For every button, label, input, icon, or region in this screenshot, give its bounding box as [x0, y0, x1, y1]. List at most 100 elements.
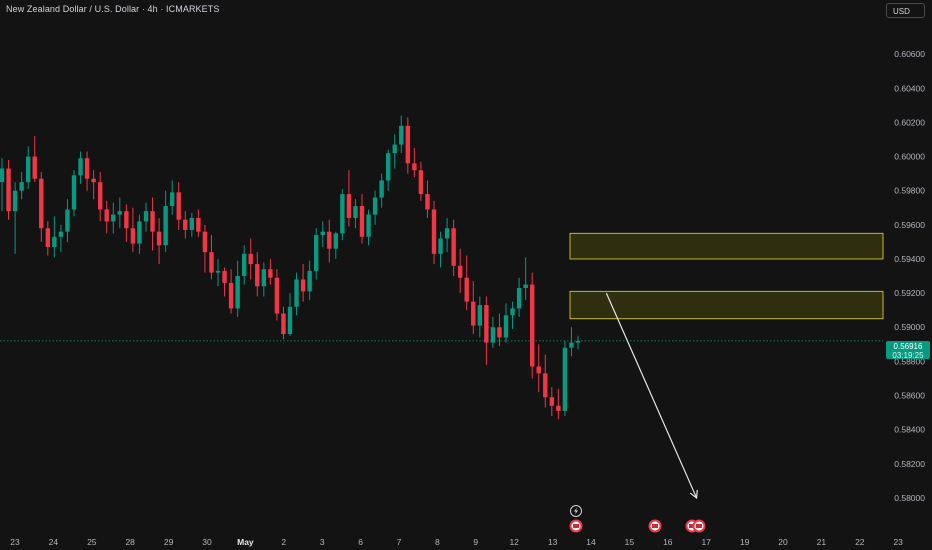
candle — [189, 212, 195, 237]
candle-body — [71, 175, 77, 210]
candle-body — [575, 340, 581, 343]
candle — [346, 170, 352, 227]
candle — [320, 221, 325, 248]
candle — [32, 136, 37, 183]
time-tick-label: 8 — [435, 537, 440, 547]
candle-body — [222, 270, 227, 283]
time-tick-label: 25 — [87, 537, 97, 547]
time-tick-label: 22 — [855, 537, 865, 547]
candle — [464, 255, 469, 311]
candle-body — [255, 264, 260, 287]
candle-body — [130, 228, 136, 244]
us-flag-event-icon[interactable] — [569, 519, 583, 533]
price-tick-label: 0.59200 — [894, 288, 925, 298]
candle-body — [372, 197, 378, 215]
lightning-event-icon[interactable] — [570, 505, 582, 517]
candle — [431, 200, 437, 265]
candle — [569, 327, 574, 357]
currency-button[interactable]: USD — [886, 3, 925, 18]
price-tick-label: 0.60600 — [894, 49, 925, 59]
candle-body — [451, 228, 456, 266]
candle — [523, 257, 528, 300]
candle — [176, 182, 181, 230]
candle-body — [111, 214, 116, 222]
candle-body — [189, 218, 195, 230]
us-flag-event-icon[interactable] — [648, 519, 662, 533]
candle-body — [477, 305, 483, 326]
candle-body — [418, 170, 424, 195]
bar-countdown: 03:19:25 — [892, 351, 924, 360]
candle — [484, 296, 489, 365]
candle — [425, 180, 430, 218]
candle — [366, 209, 371, 246]
candle-body — [444, 228, 450, 239]
candle — [359, 194, 365, 244]
time-tick-label: 29 — [164, 537, 174, 547]
candle — [39, 171, 44, 242]
candle-body — [353, 206, 358, 218]
candle-body — [320, 231, 325, 236]
candle — [313, 228, 319, 280]
price-tick-label: 0.59400 — [894, 254, 925, 264]
candle — [228, 269, 234, 314]
candle-body — [150, 211, 155, 232]
price-tick-label: 0.60200 — [894, 117, 925, 127]
time-tick-label: 24 — [49, 537, 59, 547]
chart-title: New Zealand Dollar / U.S. Dollar · 4h · … — [6, 4, 220, 14]
candle-body — [25, 156, 31, 183]
candle-body — [431, 209, 437, 254]
candle-body — [471, 301, 476, 326]
time-tick-label: 16 — [663, 537, 673, 547]
price-tick-label: 0.58600 — [894, 391, 925, 401]
candle — [130, 207, 136, 253]
us-flag-event-icon[interactable] — [692, 519, 706, 533]
candle-body — [183, 219, 188, 230]
candle — [52, 216, 57, 258]
price-tick-label: 0.60400 — [894, 83, 925, 93]
candle-body — [228, 282, 234, 309]
candle-body — [268, 269, 273, 278]
candle-body — [39, 178, 44, 229]
candle — [215, 258, 221, 287]
candle — [117, 197, 123, 229]
candle-body — [294, 279, 299, 307]
candle-body — [124, 211, 129, 229]
candle — [255, 252, 260, 297]
candle-body — [117, 211, 123, 215]
candle — [385, 149, 391, 191]
candle-body — [169, 192, 175, 207]
candle — [241, 245, 247, 285]
candle-body — [562, 347, 568, 411]
projection-arrow-head — [689, 489, 698, 500]
candle-body — [97, 182, 103, 210]
events-row[interactable] — [569, 505, 706, 533]
candles-layer — [0, 115, 581, 420]
projection-arrow — [605, 292, 698, 500]
candle — [543, 354, 548, 408]
time-axis[interactable]: 23 24 25 28 29 30 May 2 3 6 7 8 9 12 13 14 15 16 17 19 20 21 2… — [10, 537, 903, 547]
price-tick-label: 0.60000 — [894, 152, 925, 162]
price-axis[interactable]: 0.60600 0.60400 0.60200 0.60000 0.59800 0.596… — [894, 49, 925, 503]
candle-body — [556, 405, 561, 411]
candle — [124, 204, 129, 242]
candle-body — [209, 252, 214, 273]
candle-body — [52, 236, 57, 248]
candle-body — [241, 253, 247, 277]
candle-body — [287, 306, 293, 335]
price-tick-label: 0.59600 — [894, 220, 925, 230]
candle — [471, 281, 476, 335]
candle-body — [523, 284, 528, 288]
candle — [163, 190, 168, 253]
candle — [183, 211, 188, 239]
candle-body — [366, 214, 371, 237]
candle-body — [78, 158, 83, 176]
price-tick-label: 0.58000 — [894, 493, 925, 503]
candle — [333, 231, 339, 259]
candle — [150, 197, 155, 251]
candle — [549, 386, 555, 416]
candle — [353, 199, 358, 229]
candle — [84, 151, 90, 191]
candle — [562, 340, 568, 416]
candle — [209, 235, 214, 280]
